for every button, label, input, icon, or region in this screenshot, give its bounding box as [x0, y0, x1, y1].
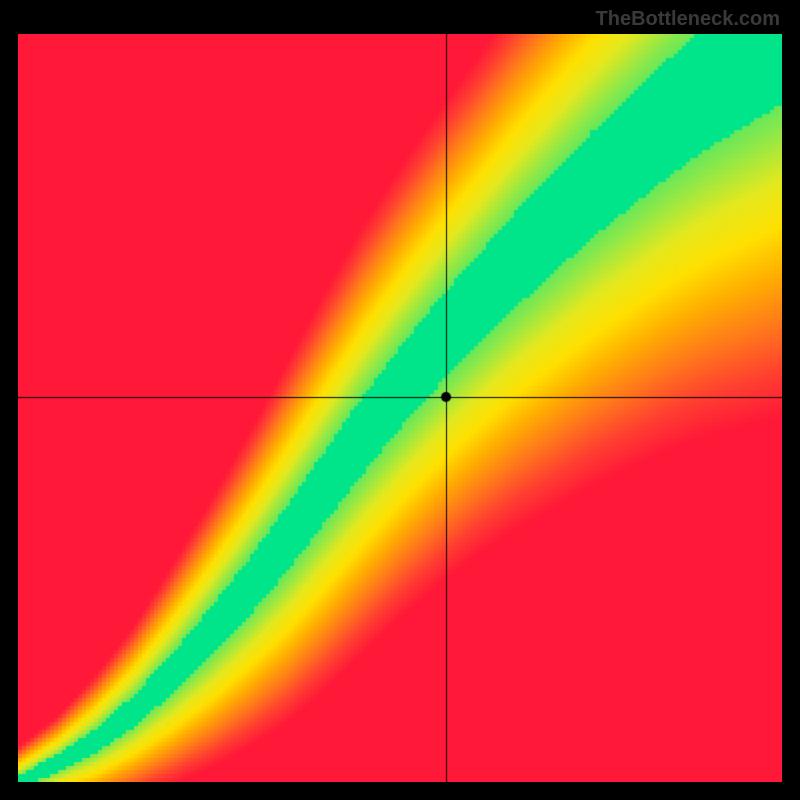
- plot-area: [18, 34, 782, 782]
- bottleneck-heatmap: [18, 34, 782, 782]
- watermark-text: TheBottleneck.com: [596, 8, 780, 31]
- chart-container: TheBottleneck.com: [0, 0, 800, 800]
